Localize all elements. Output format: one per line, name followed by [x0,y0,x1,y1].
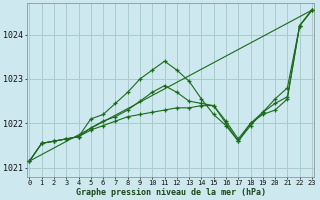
X-axis label: Graphe pression niveau de la mer (hPa): Graphe pression niveau de la mer (hPa) [76,188,266,197]
